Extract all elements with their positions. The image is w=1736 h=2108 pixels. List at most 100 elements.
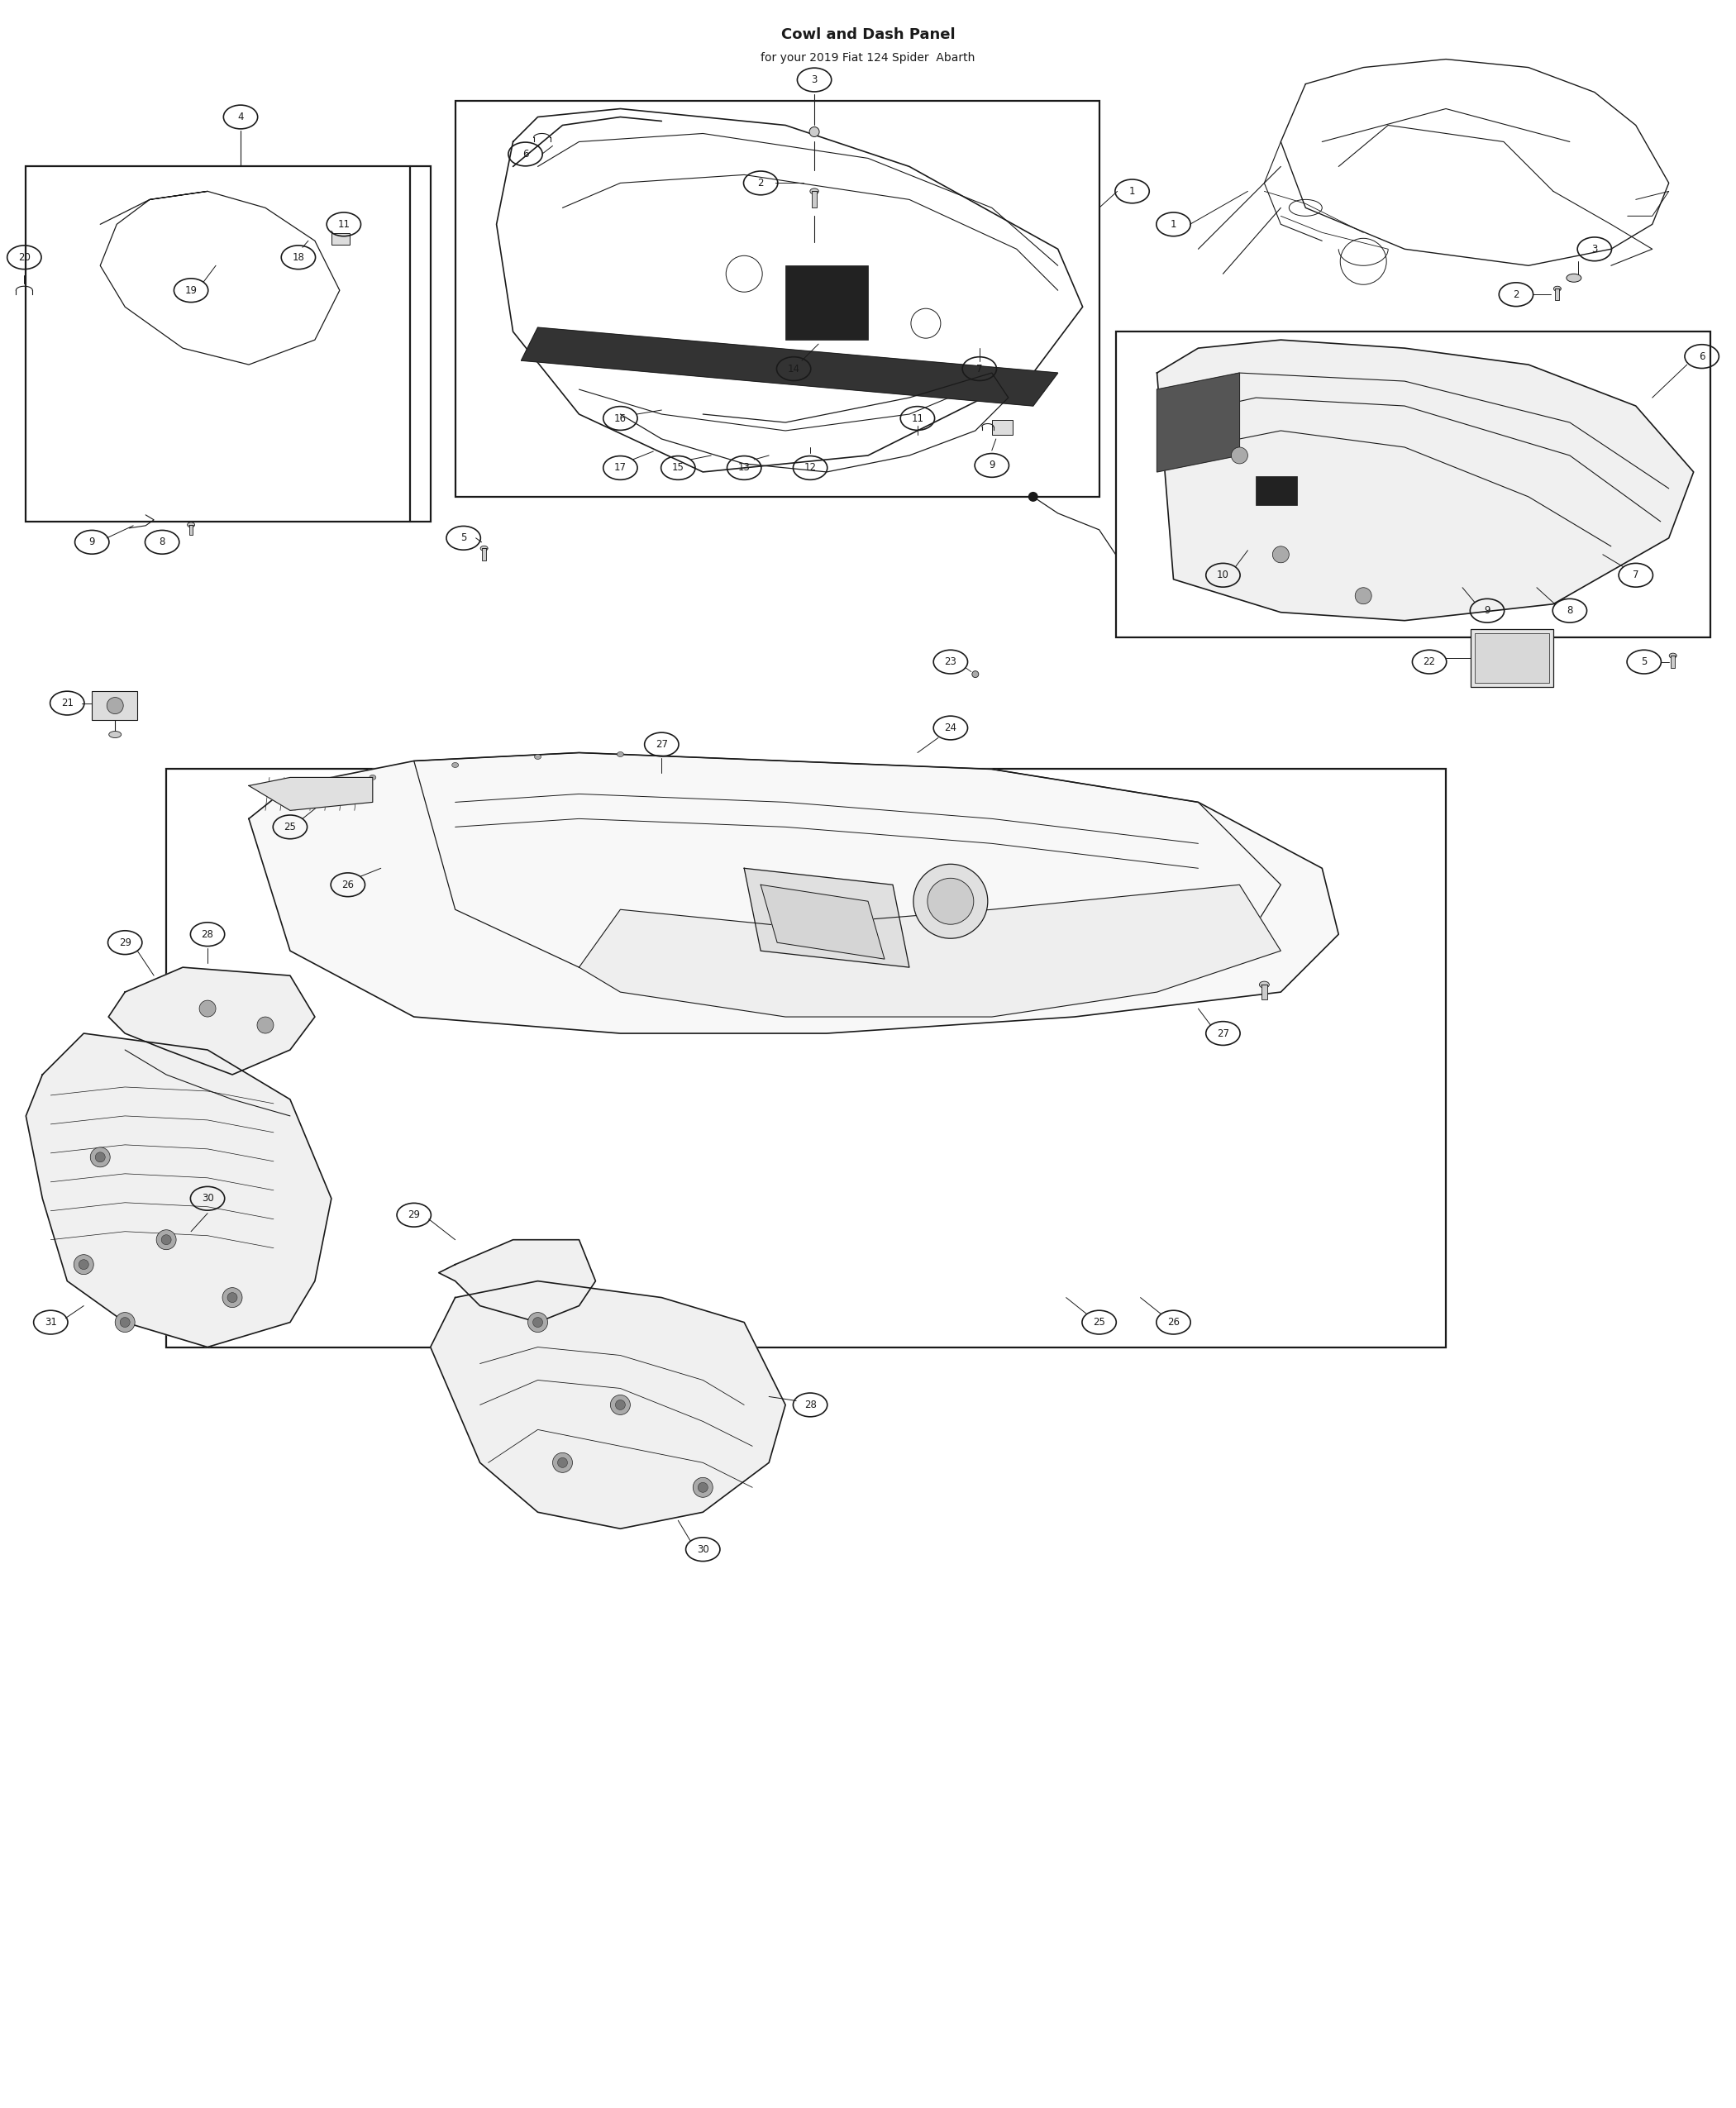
Circle shape	[927, 879, 974, 925]
Text: 7: 7	[976, 363, 983, 373]
Text: 15: 15	[672, 462, 684, 472]
Text: 19: 19	[184, 285, 198, 295]
Circle shape	[108, 698, 123, 715]
Text: 3: 3	[1592, 245, 1597, 255]
Bar	[1672, 656, 1675, 668]
Circle shape	[611, 1395, 630, 1414]
Text: 6: 6	[523, 150, 528, 160]
Text: 11: 11	[911, 413, 924, 424]
Text: for your 2019 Fiat 124 Spider  Abarth: for your 2019 Fiat 124 Spider Abarth	[760, 53, 976, 63]
Ellipse shape	[481, 546, 488, 550]
Circle shape	[90, 1147, 109, 1168]
Text: 26: 26	[1167, 1318, 1180, 1328]
Circle shape	[75, 1254, 94, 1275]
Circle shape	[533, 1318, 543, 1328]
Text: 5: 5	[1641, 656, 1647, 668]
Circle shape	[200, 1001, 215, 1016]
Text: 1: 1	[1170, 219, 1177, 230]
Text: 23: 23	[944, 656, 957, 668]
Text: 9: 9	[1484, 605, 1489, 616]
Text: 31: 31	[45, 1318, 57, 1328]
Text: 12: 12	[804, 462, 816, 472]
Ellipse shape	[187, 523, 194, 527]
Polygon shape	[1156, 373, 1240, 472]
Bar	[1476, 632, 1549, 683]
Polygon shape	[1156, 339, 1694, 620]
Text: 17: 17	[615, 462, 627, 472]
Ellipse shape	[1259, 982, 1269, 989]
Polygon shape	[248, 778, 373, 809]
Text: 6: 6	[1700, 352, 1705, 363]
Ellipse shape	[1670, 653, 1677, 658]
Polygon shape	[580, 885, 1281, 1016]
Text: 9: 9	[990, 460, 995, 470]
Circle shape	[615, 1400, 625, 1410]
Polygon shape	[248, 753, 1338, 1033]
Text: 22: 22	[1424, 656, 1436, 668]
Text: 25: 25	[1094, 1318, 1106, 1328]
Text: 8: 8	[160, 538, 165, 548]
Circle shape	[95, 1153, 106, 1162]
Text: 2: 2	[1514, 289, 1519, 299]
Polygon shape	[26, 1033, 332, 1347]
Bar	[785, 266, 868, 339]
Ellipse shape	[1566, 274, 1581, 282]
Polygon shape	[431, 1282, 785, 1528]
Ellipse shape	[616, 753, 623, 757]
Text: 27: 27	[1217, 1029, 1229, 1039]
Polygon shape	[521, 327, 1057, 407]
Polygon shape	[439, 1240, 595, 1322]
Bar	[455, 101, 1099, 497]
Text: 5: 5	[460, 533, 467, 544]
Circle shape	[1356, 588, 1371, 605]
Bar	[92, 691, 137, 719]
Ellipse shape	[370, 776, 377, 780]
Ellipse shape	[451, 763, 458, 767]
Text: 26: 26	[342, 879, 354, 890]
Circle shape	[161, 1235, 172, 1244]
Text: 2: 2	[757, 177, 764, 188]
Circle shape	[120, 1318, 130, 1328]
Bar	[483, 548, 486, 561]
Text: 29: 29	[118, 938, 132, 949]
Text: 28: 28	[804, 1400, 816, 1410]
Bar	[332, 234, 349, 245]
Polygon shape	[745, 868, 910, 968]
Ellipse shape	[109, 731, 122, 738]
Circle shape	[913, 864, 988, 938]
Text: 25: 25	[285, 822, 297, 833]
Bar	[189, 525, 193, 535]
Text: 7: 7	[1632, 569, 1639, 580]
Circle shape	[552, 1452, 573, 1473]
Text: 30: 30	[696, 1543, 708, 1556]
Circle shape	[222, 1288, 243, 1307]
Text: 28: 28	[201, 930, 214, 940]
Ellipse shape	[809, 126, 819, 137]
Ellipse shape	[311, 790, 318, 797]
Bar	[991, 419, 1012, 434]
Text: 8: 8	[1566, 605, 1573, 616]
Text: 4: 4	[238, 112, 243, 122]
Text: 14: 14	[788, 363, 800, 373]
Ellipse shape	[535, 755, 542, 759]
Circle shape	[227, 1292, 238, 1303]
Polygon shape	[760, 885, 885, 959]
Text: 16: 16	[615, 413, 627, 424]
Bar	[1470, 628, 1554, 687]
Text: 18: 18	[292, 253, 304, 264]
Circle shape	[698, 1482, 708, 1492]
Ellipse shape	[811, 188, 819, 194]
Bar	[1257, 476, 1297, 506]
Text: 1: 1	[1128, 186, 1135, 196]
Bar	[812, 192, 816, 209]
Text: 29: 29	[408, 1210, 420, 1221]
Bar	[167, 769, 1446, 1347]
Text: 9: 9	[89, 538, 95, 548]
Ellipse shape	[1554, 287, 1561, 291]
Text: 27: 27	[656, 740, 668, 750]
Text: 21: 21	[61, 698, 73, 708]
Text: Cowl and Dash Panel: Cowl and Dash Panel	[781, 27, 955, 42]
Text: 24: 24	[944, 723, 957, 734]
Circle shape	[1028, 491, 1038, 502]
Text: 10: 10	[1217, 569, 1229, 580]
